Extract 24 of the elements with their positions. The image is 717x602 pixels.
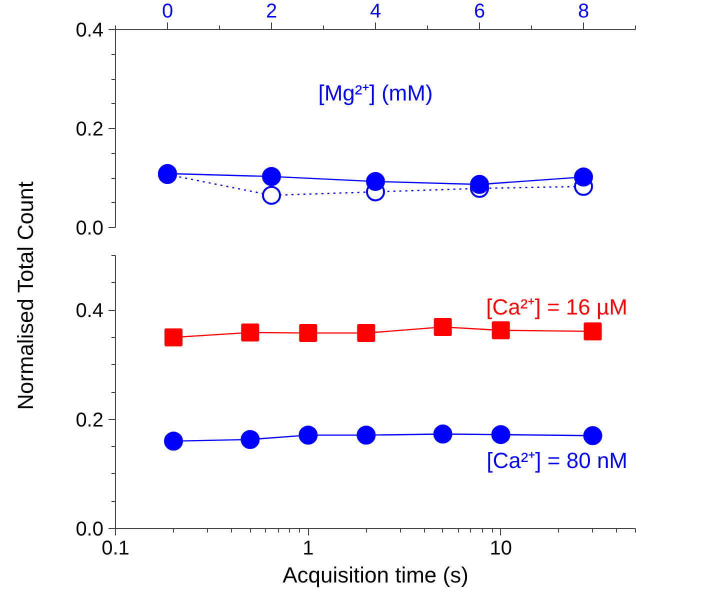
- point: [262, 186, 281, 205]
- x-tick-label: 0: [162, 0, 174, 22]
- x-tick-label: 0.1: [102, 538, 130, 560]
- y-tick-label: 0.0: [76, 218, 104, 240]
- point: [366, 172, 385, 191]
- y-tick-label: 0.2: [76, 118, 104, 140]
- x-axis-title: [Mg²⁺] (mM): [318, 80, 433, 106]
- y-tick-label: 0.4: [76, 300, 104, 322]
- x-tick-label: 1: [302, 538, 314, 560]
- x-tick-label: 10: [490, 538, 512, 560]
- x-tick-label: 6: [474, 0, 486, 22]
- series-label: [Ca²⁺] = 16 µM: [486, 294, 628, 320]
- y-tick-label: 0.0: [76, 518, 104, 540]
- point: [262, 167, 281, 186]
- y-tick-label: 0.4: [76, 20, 104, 42]
- y-axis-title: Normalised Total Count: [12, 182, 38, 410]
- point: [470, 174, 489, 194]
- x-axis-title: Acquisition time (s): [282, 562, 468, 588]
- x-tick-label: 4: [370, 0, 382, 22]
- x-tick-label: 2: [266, 0, 278, 22]
- point: [574, 168, 593, 186]
- series-label: [Ca²⁺] = 80 nM: [486, 448, 628, 473]
- y-tick-label: 0.2: [76, 409, 104, 432]
- x-tick-label: 8: [578, 0, 590, 22]
